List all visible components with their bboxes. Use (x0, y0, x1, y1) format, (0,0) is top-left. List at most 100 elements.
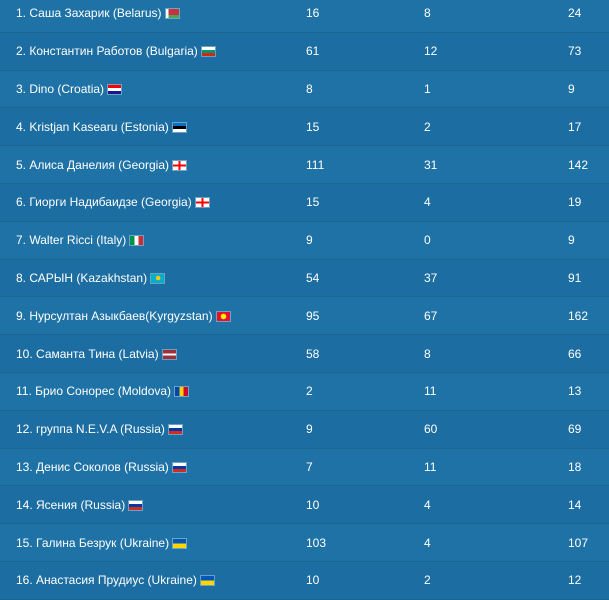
participant-cell: 12. группа N.E.V.A (Russia) (0, 410, 306, 449)
score-a-cell: 61 (306, 32, 424, 71)
belarus-flag-icon (165, 9, 179, 19)
russia-flag-icon (129, 500, 143, 510)
italy-flag-icon (130, 236, 144, 246)
latvia-flag-icon (162, 349, 176, 359)
total-cell: 91 (568, 259, 609, 298)
table-row: 10. Саманта Тина (Latvia) 58 8 66 (0, 334, 609, 373)
russia-flag-icon (172, 462, 186, 472)
score-b-cell: 4 (424, 485, 568, 525)
table-row: 1. Саша Захарик (Belarus) 16 8 24 (0, 0, 609, 33)
score-b-cell: 8 (424, 0, 568, 33)
croatia-flag-icon (108, 84, 122, 94)
score-a-cell: 8 (306, 70, 424, 109)
score-b-cell: 2 (424, 561, 568, 600)
score-a-cell: 54 (306, 259, 424, 298)
table-row: 11. Брио Сонорес (Moldova) 2 11 13 (0, 372, 609, 411)
participant-cell: 9. Нурсултан Азыкбаев(Kyrgyzstan) (0, 296, 306, 336)
participant-name: 14. Ясения (Russia) (16, 497, 126, 512)
score-b-cell: 8 (424, 334, 568, 373)
score-b-cell: 31 (424, 145, 568, 184)
participant-cell: 16. Анастасия Прудиус (Ukraine) (0, 561, 306, 600)
total-cell: 24 (568, 0, 609, 33)
ukraine-flag-icon (173, 538, 187, 548)
participant-cell: 7. Walter Ricci (Italy) (0, 221, 306, 260)
participant-name: 13. Денис Соколов (Russia) (16, 459, 169, 474)
table-row: 15. Галина Безрук (Ukraine) 103 4 107 (0, 523, 609, 562)
participant-name: 7. Walter Ricci (Italy) (16, 233, 127, 248)
score-a-cell: 2 (306, 372, 424, 411)
total-cell: 13 (568, 372, 609, 411)
score-a-cell: 10 (306, 561, 424, 600)
total-cell: 18 (568, 448, 609, 487)
table-row: 2. Константин Работов (Bulgaria) 61 12 7… (0, 32, 609, 71)
participant-cell: 11. Брио Сонорес (Moldova) (0, 372, 306, 411)
score-b-cell: 12 (424, 32, 568, 71)
total-cell: 17 (568, 107, 609, 147)
score-b-cell: 37 (424, 259, 568, 298)
score-a-cell: 15 (306, 183, 424, 222)
score-b-cell: 4 (424, 183, 568, 222)
score-a-cell: 111 (306, 145, 424, 184)
participant-cell: 8. САРЫН (Kazakhstan) (0, 259, 306, 298)
score-a-cell: 9 (306, 410, 424, 449)
table-row: 8. САРЫН (Kazakhstan) 54 37 91 (0, 259, 609, 298)
total-cell: 66 (568, 334, 609, 373)
total-cell: 107 (568, 523, 609, 562)
table-row: 16. Анастасия Прудиус (Ukraine) 10 2 12 (0, 561, 609, 600)
score-a-cell: 16 (306, 0, 424, 33)
score-b-cell: 11 (424, 448, 568, 487)
score-b-cell: 4 (424, 523, 568, 562)
total-cell: 19 (568, 183, 609, 222)
participant-cell: 13. Денис Соколов (Russia) (0, 448, 306, 487)
participant-name: 9. Нурсултан Азыкбаев(Kyrgyzstan) (16, 308, 213, 323)
table-row: 3. Dino (Croatia) 8 1 9 (0, 70, 609, 109)
score-b-cell: 11 (424, 372, 568, 411)
total-cell: 9 (568, 221, 609, 260)
participant-name: 3. Dino (Croatia) (16, 81, 105, 96)
participant-cell: 6. Гиорги Надибаидзе (Georgia) (0, 183, 306, 222)
total-cell: 12 (568, 561, 609, 600)
table-row: 5. Алиса Данелия (Georgia) 111 31 142 (0, 145, 609, 184)
score-a-cell: 95 (306, 296, 424, 336)
participant-name: 1. Саша Захарик (Belarus) (16, 6, 162, 21)
total-cell: 162 (568, 296, 609, 336)
bulgaria-flag-icon (201, 47, 215, 57)
total-cell: 9 (568, 70, 609, 109)
score-b-cell: 60 (424, 410, 568, 449)
georgia-flag-icon (172, 160, 186, 170)
score-a-cell: 103 (306, 523, 424, 562)
participant-name: 4. Kristjan Kasearu (Estonia) (16, 119, 169, 134)
kyrgyzstan-flag-icon (216, 311, 230, 321)
participant-name: 12. группа N.E.V.A (Russia) (16, 422, 165, 437)
score-b-cell: 1 (424, 70, 568, 109)
participant-cell: 1. Саша Захарик (Belarus) (0, 0, 306, 33)
georgia-flag-icon (195, 198, 209, 208)
moldova-flag-icon (175, 387, 189, 397)
ukraine-flag-icon (200, 576, 214, 586)
participant-cell: 14. Ясения (Russia) (0, 485, 306, 525)
total-cell: 142 (568, 145, 609, 184)
participant-cell: 10. Саманта Тина (Latvia) (0, 334, 306, 373)
total-cell: 14 (568, 485, 609, 525)
participant-cell: 2. Константин Работов (Bulgaria) (0, 32, 306, 71)
kazakhstan-flag-icon (151, 273, 165, 283)
table-row: 7. Walter Ricci (Italy) 9 0 9 (0, 221, 609, 260)
participant-cell: 4. Kristjan Kasearu (Estonia) (0, 107, 306, 147)
score-a-cell: 58 (306, 334, 424, 373)
participant-name: 8. САРЫН (Kazakhstan) (16, 270, 148, 285)
table-row: 14. Ясения (Russia) 10 4 14 (0, 485, 609, 525)
table-row: 13. Денис Соколов (Russia) 7 11 18 (0, 448, 609, 487)
score-b-cell: 67 (424, 296, 568, 336)
table-row: 4. Kristjan Kasearu (Estonia) 15 2 17 (0, 107, 609, 147)
participant-name: 15. Галина Безрук (Ukraine) (16, 535, 170, 550)
score-a-cell: 9 (306, 221, 424, 260)
score-a-cell: 7 (306, 448, 424, 487)
russia-flag-icon (168, 425, 182, 435)
participant-name: 11. Брио Сонорес (Moldova) (16, 384, 172, 399)
table-row: 6. Гиорги Надибаидзе (Georgia) 15 4 19 (0, 183, 609, 222)
participant-name: 10. Саманта Тина (Latvia) (16, 346, 159, 361)
total-cell: 73 (568, 32, 609, 71)
table-row: 9. Нурсултан Азыкбаев(Kyrgyzstan) 95 67 … (0, 296, 609, 336)
participant-name: 16. Анастасия Прудиус (Ukraine) (16, 573, 197, 588)
